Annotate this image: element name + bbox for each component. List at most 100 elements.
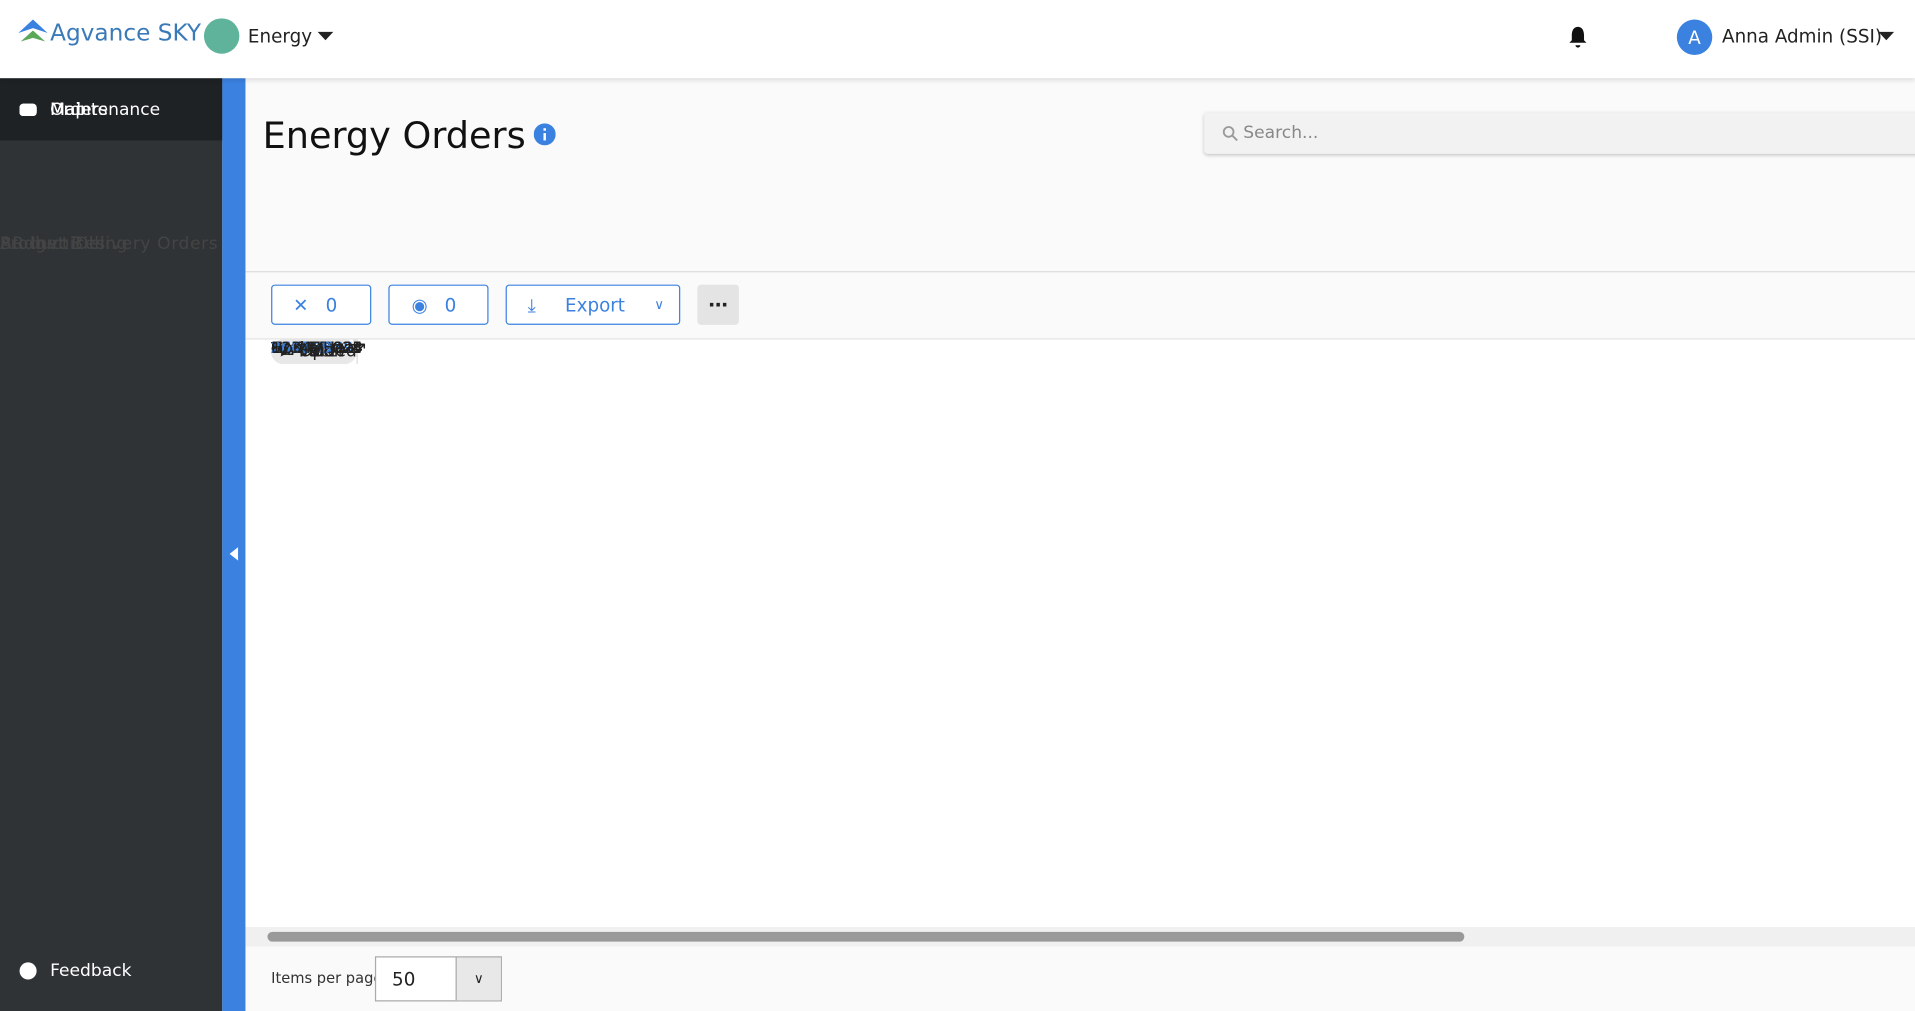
pdo-link[interactable]: 4011	[271, 339, 312, 358]
table-cell: 3007 ↗	[245, 339, 325, 358]
nav-icon	[19, 103, 37, 116]
external-link-icon[interactable]: ↗	[311, 339, 325, 358]
table-cell: --	[245, 340, 282, 358]
invoice-link[interactable]: 126	[271, 339, 302, 358]
sidebar: Daily FuelTanksOrdersMapMaintenance Feed…	[0, 78, 223, 1011]
invoice-link[interactable]: 147	[271, 339, 302, 358]
eye-icon: ◉	[411, 293, 428, 316]
status-label: Paid	[298, 341, 335, 362]
h-scrollbar[interactable]	[245, 926, 1915, 947]
external-link-icon[interactable]: ↗	[311, 339, 325, 358]
tank-link[interactable]: A123C589	[271, 339, 354, 358]
external-link-icon[interactable]: ↗	[331, 339, 346, 358]
pinned-button[interactable]: ✕ 0	[271, 284, 372, 325]
invoice-link[interactable]: 124	[271, 339, 302, 358]
pdo-link[interactable]: 4017	[271, 339, 312, 358]
invoice-link[interactable]: 146	[271, 339, 302, 358]
table-cell: Grain Dryer	[245, 340, 364, 358]
items-per-page-value: 50	[392, 967, 416, 990]
status-badge: ➤ Open	[271, 340, 353, 364]
external-link-icon[interactable]: ↗	[331, 339, 346, 358]
visible-button[interactable]: ◉ 0	[388, 284, 489, 325]
invoice-link[interactable]: 125	[271, 339, 302, 358]
external-link-icon[interactable]: ↗	[311, 339, 325, 358]
cell-text: 12345	[271, 339, 322, 358]
external-link-icon[interactable]: ↗	[331, 339, 346, 358]
user-menu[interactable]: Anna Admin (SSI)	[1722, 25, 1883, 48]
external-link-icon[interactable]: ↗	[331, 339, 346, 358]
pdo-link[interactable]: 4015	[271, 339, 312, 358]
table-cell: 3008 ↗	[245, 339, 325, 358]
visible-count: 0	[444, 293, 457, 316]
pdo-link[interactable]: 3008	[271, 339, 312, 358]
external-link-icon[interactable]: ↗	[311, 339, 325, 358]
status-badge: ✓ Paid	[271, 340, 343, 364]
filter-cell: ≡ Filter	[245, 339, 359, 364]
nav-item[interactable]: Maintenance	[0, 78, 222, 140]
invoice-link[interactable]: 141	[271, 339, 302, 358]
invoice-link[interactable]: 142	[271, 339, 302, 358]
invoice-link[interactable]: 123	[271, 339, 302, 358]
status-label: Paid	[298, 341, 335, 362]
external-link-icon[interactable]: ↗	[311, 339, 325, 358]
table-cell: ✓ Paid	[245, 340, 343, 364]
cell-text: --	[271, 339, 283, 358]
cell-text: 01/18/2024	[271, 339, 363, 358]
more-button[interactable]: ⋯	[697, 284, 739, 325]
table-cell: 250159 ↗	[245, 340, 345, 358]
external-link-icon[interactable]: ↗	[353, 339, 368, 358]
status-icon: ✓	[278, 341, 293, 362]
filter-button[interactable]: ≡ Filter	[271, 339, 358, 364]
notifications[interactable]	[1568, 26, 1588, 49]
table-cell: ✓ Paid	[245, 340, 343, 364]
info-icon[interactable]	[533, 123, 556, 146]
pdo-link[interactable]: 3007	[271, 339, 312, 358]
app-switcher[interactable]: Energy	[247, 25, 313, 48]
cell-text: --	[271, 339, 283, 358]
table-cell: --	[245, 340, 282, 358]
table-cell: A123C589 ↗	[245, 340, 367, 358]
export-button[interactable]: ⤓ Export ∨	[505, 284, 681, 325]
pdo-link[interactable]: 3006	[271, 339, 312, 358]
external-link-icon[interactable]: ↗	[311, 339, 325, 358]
search-box[interactable]: Search...	[1204, 112, 1915, 154]
cell-text: 02/28/2023	[271, 339, 363, 358]
cell-text: 02/28/2023	[271, 339, 363, 358]
cell-text: 02/28/2023	[271, 339, 363, 358]
table-cell: 10/16/2024	[245, 340, 363, 358]
brand: Agvance SKY	[50, 19, 202, 47]
avatar: A	[1676, 19, 1713, 55]
table-cell: 02/28/2023	[245, 340, 363, 358]
tank-link[interactable]: 250159	[271, 339, 332, 358]
nav-label: Maintenance	[50, 99, 161, 120]
tank-link[interactable]: 250159	[271, 339, 332, 358]
tank-link[interactable]: A123C589	[271, 339, 354, 358]
cell-text: Home Heat	[271, 339, 361, 358]
tab[interactable]: AR Invoices	[0, 234, 106, 255]
table-cell: 4017 ↗	[245, 339, 325, 358]
feedback[interactable]: Feedback	[0, 939, 222, 1001]
external-link-icon[interactable]: ↗	[331, 339, 346, 358]
cell-text: 02/28/2023	[271, 339, 363, 358]
tab[interactable]: Product Delivery Orders	[0, 234, 219, 255]
sidebar-toggle[interactable]	[222, 78, 246, 1011]
external-link-icon[interactable]: ↗	[311, 339, 325, 358]
table-cell: Home Heat	[245, 340, 361, 358]
caret	[317, 31, 334, 41]
tab[interactable]: Budget Billing	[0, 234, 128, 255]
tank-link[interactable]: 461235	[271, 339, 332, 358]
tank-link[interactable]: 461235	[271, 339, 332, 358]
external-link-icon[interactable]: ↗	[311, 339, 325, 358]
cell-text: 999999	[271, 339, 332, 358]
table-cell: 02/28/2023	[245, 339, 363, 358]
pdo-link[interactable]: 3006	[271, 339, 312, 358]
tank-link[interactable]: 250159	[271, 339, 332, 358]
tank-link[interactable]: 250159	[271, 339, 332, 358]
pdo-link[interactable]: 4012	[271, 339, 312, 358]
external-link-icon[interactable]: ↗	[353, 339, 368, 358]
cell-text: 11/14/2024	[271, 339, 363, 358]
external-link-icon[interactable]: ↗	[331, 339, 346, 358]
status-badge: ✓ Paid	[271, 340, 343, 364]
items-per-page-select[interactable]: 50 ∨	[374, 956, 502, 1002]
scroll-thumb[interactable]	[267, 931, 1465, 942]
